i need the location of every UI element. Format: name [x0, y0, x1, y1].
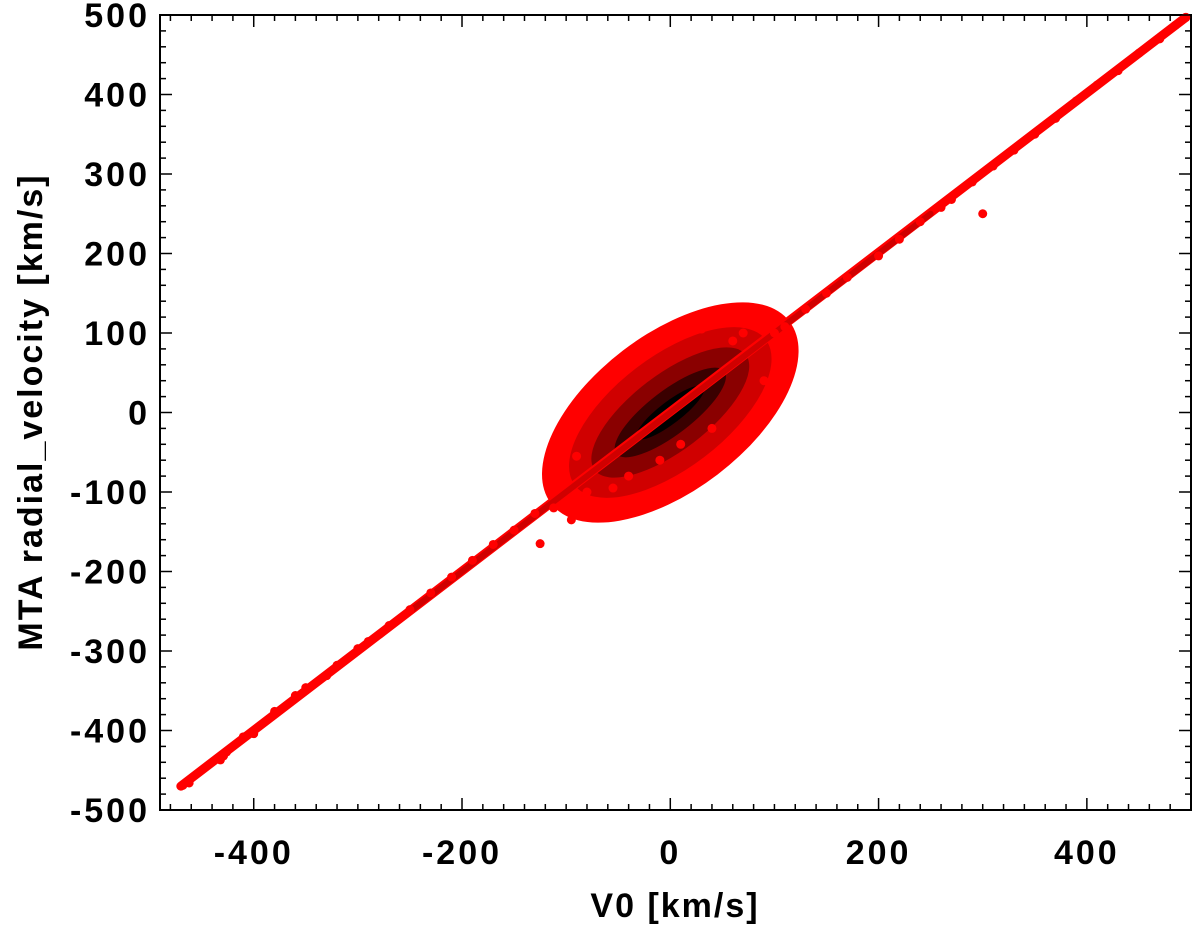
x-tick-label: -200 [422, 834, 502, 872]
data-point [447, 572, 457, 582]
y-tick-label: -300 [70, 633, 150, 671]
y-tick-labels: -500 -400 -300 -200 -100 0 100 200 300 400 500 [70, 0, 150, 830]
data-point [915, 217, 925, 227]
data-point [1092, 80, 1102, 90]
data-point [707, 423, 717, 433]
data-point [801, 304, 811, 314]
data-point [301, 683, 311, 693]
data-point [290, 691, 300, 701]
data-point [384, 621, 394, 631]
data-point [405, 605, 415, 615]
data-point [530, 508, 540, 518]
data-point [634, 352, 644, 362]
data-point [467, 555, 477, 565]
x-tick-label: 200 [846, 834, 912, 872]
data-point [549, 503, 559, 513]
data-point [676, 439, 686, 449]
data-point [603, 368, 613, 378]
data-point [270, 706, 280, 716]
data-point [780, 322, 790, 332]
axis-ticks [160, 14, 1192, 811]
data-point [322, 671, 332, 681]
data-point [582, 487, 592, 497]
data-point [769, 328, 779, 338]
data-point [822, 288, 832, 298]
y-tick-label: -400 [70, 713, 150, 751]
y-tick-label: -500 [70, 792, 150, 830]
data-point [624, 471, 634, 481]
data-point [1113, 66, 1123, 76]
data-point [978, 209, 988, 219]
data-point [655, 455, 665, 465]
x-tick-labels: -400 -200 0 200 400 [214, 834, 1120, 872]
data-point [238, 732, 248, 742]
data-point [1071, 96, 1081, 106]
data-point [936, 202, 946, 212]
data-point [353, 644, 363, 654]
data-point [1051, 113, 1061, 123]
y-tick-label: -100 [70, 474, 150, 512]
data-point [363, 636, 373, 646]
data-point [967, 177, 977, 187]
y-tick-label: 400 [84, 77, 150, 115]
y-tick-label: 500 [84, 0, 150, 35]
data-point [874, 251, 884, 261]
data-point [697, 324, 707, 334]
y-tick-label: 0 [128, 395, 150, 433]
y-tick-label: -200 [70, 554, 150, 592]
data-point [577, 505, 587, 515]
data-point [332, 660, 342, 670]
data-point [749, 423, 759, 433]
data-point [1009, 145, 1019, 155]
y-tick-label: 300 [84, 156, 150, 194]
data-point [572, 451, 582, 461]
data-point [1030, 129, 1040, 139]
data-point [894, 234, 904, 244]
data-point [738, 328, 748, 338]
x-axis-title: V0 [km/s] [590, 887, 759, 925]
data-point [946, 194, 956, 204]
data-point [1170, 20, 1180, 30]
data-point [759, 376, 769, 386]
x-tick-label: 400 [1054, 834, 1120, 872]
x-tick-label: 0 [659, 834, 681, 872]
scatter-points [178, 12, 1191, 790]
data-point [1181, 12, 1191, 22]
y-tick-label: 200 [84, 236, 150, 274]
data-point [592, 376, 602, 386]
data-point [557, 455, 567, 465]
data-point [1134, 48, 1144, 58]
data-point [222, 747, 232, 757]
data-point [184, 778, 194, 788]
data-point [426, 588, 436, 598]
data-point [608, 483, 618, 493]
x-tick-label: -400 [214, 834, 294, 872]
y-axis-title: MTA radial_velocity [km/s] [12, 173, 50, 650]
data-point [566, 515, 576, 525]
data-point [488, 539, 498, 549]
data-point [535, 539, 545, 549]
data-point [842, 272, 852, 282]
data-point [509, 525, 519, 535]
data-point [728, 336, 738, 346]
data-point [587, 392, 597, 402]
data-point [249, 729, 259, 739]
data-point [644, 348, 654, 358]
data-point [988, 161, 998, 171]
y-tick-label: 100 [84, 315, 150, 353]
data-point [1155, 34, 1165, 44]
